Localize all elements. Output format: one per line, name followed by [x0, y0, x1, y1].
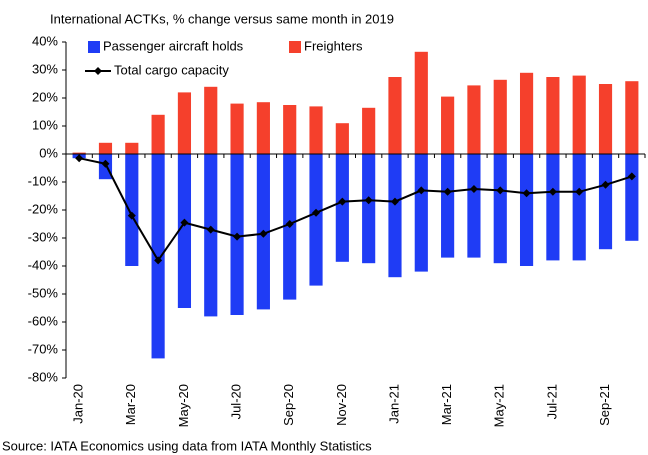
- line-marker: [496, 186, 505, 195]
- bar: [283, 105, 297, 154]
- bar: [414, 51, 428, 154]
- x-tick-label: Mar-20: [123, 384, 138, 425]
- x-tick-label: Sep-21: [597, 384, 612, 426]
- x-tick-label: Mar-21: [439, 384, 454, 425]
- y-tick-label: -60%: [28, 313, 59, 328]
- line-marker: [101, 159, 110, 168]
- bar: [546, 154, 560, 261]
- x-tick-label: Jan-20: [71, 384, 86, 424]
- legend-label: Freighters: [304, 38, 363, 53]
- bar: [230, 103, 244, 154]
- y-tick-label: -20%: [28, 201, 59, 216]
- y-tick-label: -80%: [28, 369, 59, 384]
- line-marker: [575, 187, 584, 196]
- line-marker: [390, 197, 399, 206]
- line-marker: [338, 197, 347, 206]
- y-tick-label: -10%: [28, 173, 59, 188]
- bar: [72, 152, 86, 154]
- x-tick-label: Jul-20: [229, 384, 244, 419]
- bar: [441, 154, 455, 258]
- bar: [177, 154, 192, 308]
- line-marker: [233, 232, 242, 241]
- line-marker: [180, 218, 189, 227]
- line-marker: [312, 208, 321, 217]
- bar: [467, 85, 481, 154]
- bar: [335, 123, 349, 154]
- line-marker: [206, 225, 215, 234]
- bar: [125, 142, 139, 154]
- legend-swatch: [88, 41, 100, 53]
- bar: [98, 142, 113, 154]
- line-marker: [364, 196, 373, 205]
- legend-marker: [94, 67, 102, 75]
- bar: [151, 114, 165, 154]
- bar: [125, 154, 139, 266]
- y-tick-label: 10%: [32, 117, 58, 132]
- line-marker: [127, 211, 136, 220]
- line-marker: [154, 256, 163, 265]
- x-tick-label: Jan-21: [386, 384, 401, 424]
- line-marker: [522, 189, 531, 198]
- bar: [625, 81, 639, 154]
- y-tick-label: -70%: [28, 341, 59, 356]
- bar: [546, 77, 560, 154]
- x-tick-label: May-21: [492, 384, 507, 427]
- line-marker: [601, 180, 610, 189]
- line-marker: [627, 172, 636, 181]
- y-tick-label: -30%: [28, 229, 59, 244]
- line: [78, 157, 633, 263]
- y-tick-label: 30%: [32, 61, 58, 76]
- y-tick-label: -50%: [28, 285, 59, 300]
- bar: [467, 154, 481, 258]
- legend-swatch: [289, 41, 301, 53]
- bar: [362, 154, 376, 264]
- y-tick-label: 40%: [32, 33, 58, 48]
- bar: [493, 154, 507, 264]
- bar: [204, 154, 218, 317]
- bar: [493, 79, 507, 154]
- bar: [441, 96, 455, 154]
- bar: [625, 154, 639, 241]
- line-marker: [285, 220, 294, 228]
- legend-label: Total cargo capacity: [114, 62, 229, 77]
- bar: [572, 154, 586, 261]
- bar: [572, 75, 586, 154]
- bar: [309, 106, 323, 154]
- bar: [388, 154, 402, 278]
- line-marker: [75, 154, 84, 163]
- bar: [388, 77, 402, 154]
- line-marker: [469, 185, 478, 193]
- line-marker: [548, 187, 557, 196]
- x-tick-label: May-20: [176, 384, 191, 427]
- bar: [177, 92, 192, 154]
- bar: [151, 154, 165, 359]
- chart-title: International ACTKs, % change versus sam…: [50, 11, 394, 26]
- bar: [362, 107, 376, 154]
- bar: [309, 154, 323, 286]
- bar: [335, 154, 349, 262]
- x-tick-label: Nov-20: [334, 384, 349, 426]
- x-tick-label: Sep-20: [281, 384, 296, 426]
- legend-label: Passenger aircraft holds: [103, 38, 244, 53]
- y-tick-label: 20%: [32, 89, 58, 104]
- bar: [519, 154, 534, 266]
- bar: [519, 72, 534, 154]
- bar: [598, 84, 613, 154]
- bar: [598, 154, 613, 250]
- x-tick-label: Jul-21: [544, 384, 559, 419]
- line-marker: [259, 229, 268, 238]
- line-marker: [417, 186, 426, 195]
- bar: [414, 154, 428, 272]
- y-tick-label: 0%: [39, 145, 58, 160]
- bar: [256, 102, 270, 154]
- bar: [204, 86, 218, 154]
- source-note: Source: IATA Economics using data from I…: [2, 438, 372, 453]
- y-tick-label: -40%: [28, 257, 59, 272]
- line-marker: [443, 187, 452, 196]
